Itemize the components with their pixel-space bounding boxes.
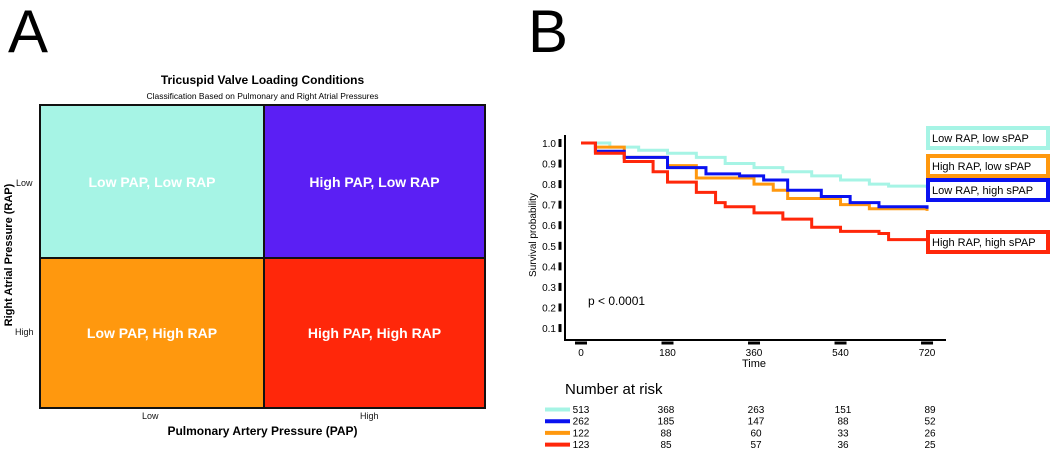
panel-b-letter: B [528, 0, 569, 65]
y-tick-low: Low [16, 178, 33, 188]
x-tick-low: Low [142, 411, 159, 421]
risk-cell: 25 [924, 440, 936, 451]
risk-cell: 57 [750, 440, 762, 451]
risk-cell: 36 [837, 440, 849, 451]
y-tick-label: 0.7 [542, 201, 556, 212]
y-tick-label: 0.3 [542, 283, 556, 294]
y-tick-label: 0.2 [542, 303, 556, 314]
survival-curve-2 [581, 141, 929, 209]
legend-label-2: Low RAP, high sPAP [932, 185, 1033, 197]
x-tick-high: High [360, 411, 379, 421]
risk-cell: 513 [573, 405, 590, 416]
risk-cell: 88 [660, 428, 672, 439]
y-axis-label: Survival probability [528, 193, 539, 277]
risk-cell: 147 [748, 417, 765, 428]
quadrant-low-pap-low-rap: Low PAP, Low RAP [41, 106, 263, 257]
risk-cell: 123 [573, 440, 590, 451]
legend-label-1: High RAP, low sPAP [932, 161, 1031, 173]
risk-cell: 89 [924, 405, 936, 416]
risk-cell: 85 [660, 440, 672, 451]
risk-cell: 88 [837, 417, 849, 428]
risk-cell: 262 [573, 417, 590, 428]
quadrant-label: High PAP, High RAP [307, 325, 442, 341]
y-tick-high: High [15, 327, 34, 337]
quadrant-low-pap-high-rap: Low PAP, High RAP [41, 257, 263, 407]
risk-cell: 60 [750, 428, 762, 439]
survival-curve-0 [581, 141, 929, 189]
x-axis-label: Time [742, 358, 766, 370]
panel-a-xlabel: Pulmonary Artery Pressure (PAP) [167, 424, 358, 438]
quadrant-grid: Low PAP, Low RAP High PAP, Low RAP Low P… [39, 104, 486, 409]
legend-box-1 [926, 154, 1050, 178]
panel-a-title: Tricuspid Valve Loading Conditions [160, 73, 365, 87]
y-tick-label: 0.8 [542, 180, 556, 191]
legend-label-3: High RAP, high sPAP [932, 237, 1036, 249]
legend-label-0: Low RAP, low sPAP [932, 133, 1029, 145]
x-tick-label: 180 [659, 348, 676, 359]
y-tick-label: 0.6 [542, 221, 556, 232]
risk-cell: 185 [658, 417, 675, 428]
quadrant-label: Low PAP, Low RAP [88, 173, 216, 190]
x-tick-label: 540 [832, 348, 849, 359]
risk-cell: 33 [837, 428, 849, 439]
legend-box-3 [926, 230, 1050, 254]
p-value-annotation: p < 0.0001 [588, 294, 645, 308]
risk-table-title: Number at risk [565, 381, 663, 398]
x-tick-label: 720 [919, 348, 936, 359]
y-tick-label: 0.1 [542, 324, 556, 335]
quadrant-high-pap-high-rap: High PAP, High RAP [263, 257, 484, 407]
y-tick-label: 0.5 [542, 242, 556, 253]
risk-cell: 26 [924, 428, 936, 439]
risk-cell: 368 [658, 405, 675, 416]
legend-box-0 [926, 126, 1050, 150]
risk-cell: 263 [748, 405, 765, 416]
risk-cell: 122 [573, 428, 590, 439]
legend-box-2 [926, 178, 1050, 202]
y-tick-label: 0.9 [542, 160, 556, 171]
panel-a-subtitle: Classification Based on Pulmonary and Ri… [146, 91, 379, 101]
survival-curve-3 [581, 141, 928, 242]
quadrant-label: Low PAP, High RAP [86, 325, 218, 341]
x-tick-label: 360 [746, 348, 763, 359]
y-tick-label: 0.4 [542, 262, 556, 273]
risk-cell: 151 [835, 405, 852, 416]
quadrant-high-pap-low-rap: High PAP, Low RAP [263, 106, 484, 257]
panel-a-letter: A [8, 0, 49, 65]
x-tick-label: 0 [578, 348, 584, 359]
y-tick-label: 1.0 [542, 139, 556, 150]
risk-cell: 52 [924, 417, 936, 428]
quadrant-label: High PAP, Low RAP [309, 173, 440, 190]
